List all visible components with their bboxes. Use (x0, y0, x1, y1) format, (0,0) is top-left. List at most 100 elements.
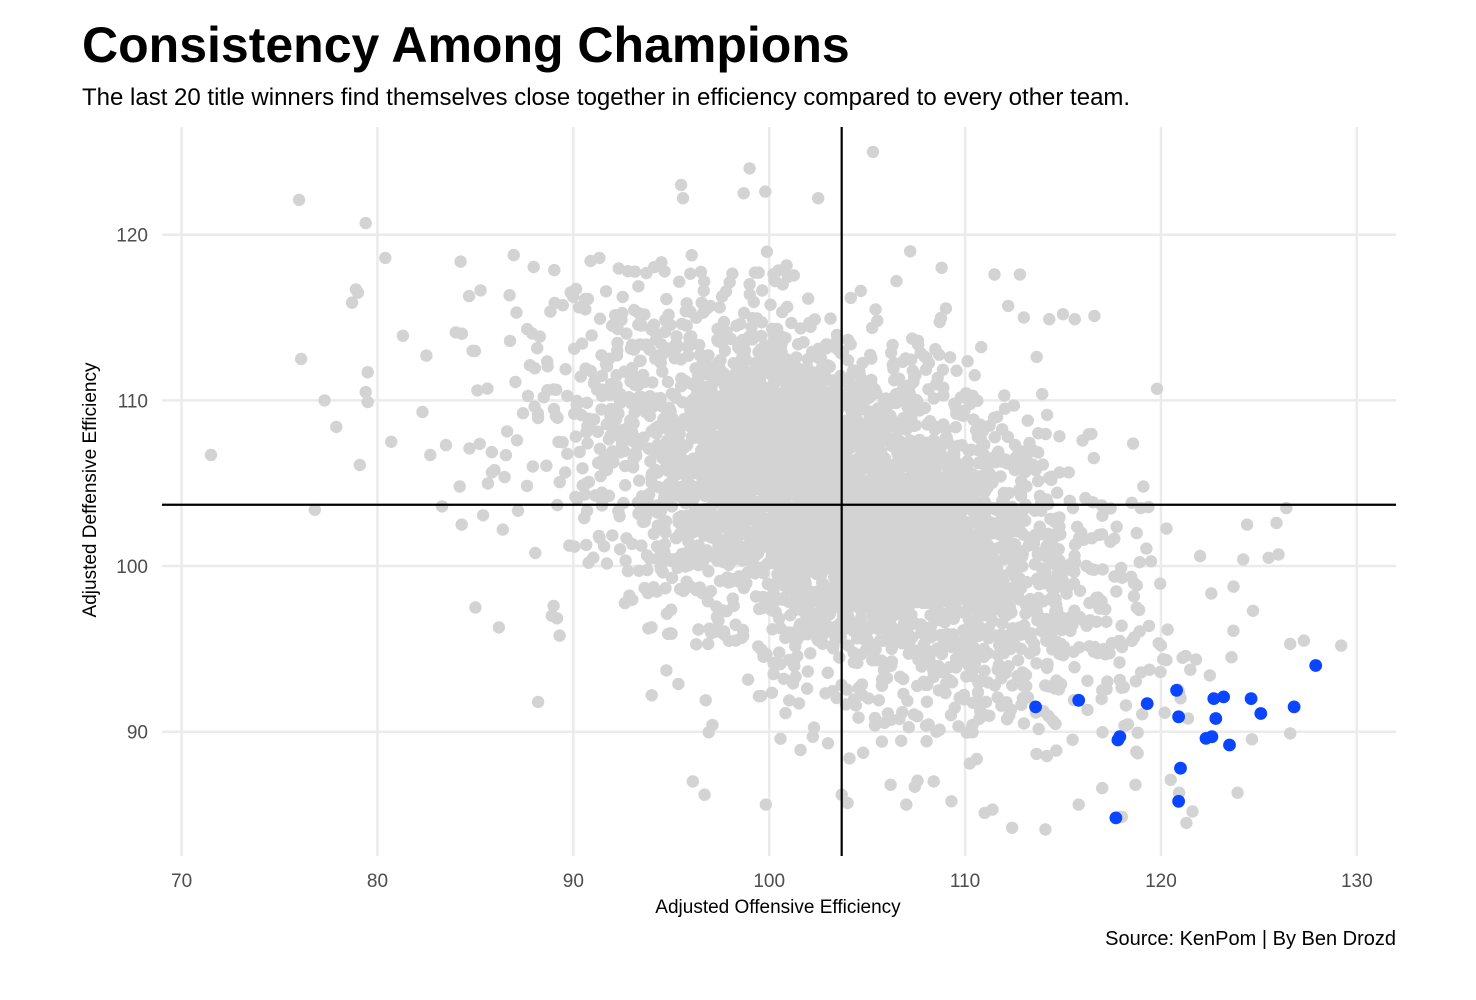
team-point (949, 421, 962, 434)
team-point (351, 286, 365, 299)
team-point (1081, 703, 1094, 717)
team-point (870, 591, 883, 604)
team-point (888, 558, 901, 571)
team-point (685, 330, 698, 343)
team-point (806, 730, 819, 743)
team-point (1164, 773, 1177, 786)
team-point (747, 295, 760, 309)
team-point (619, 479, 632, 492)
team-point (1157, 653, 1170, 666)
team-point (812, 192, 825, 205)
team-point (891, 493, 905, 506)
team-point (717, 411, 730, 425)
other-teams-series (204, 145, 1348, 836)
team-point (696, 357, 709, 371)
team-point (693, 520, 706, 533)
team-point (673, 275, 686, 288)
team-point (359, 216, 372, 230)
team-point (837, 541, 850, 554)
champion-point (1254, 707, 1268, 720)
team-point (1068, 313, 1082, 326)
team-point (1039, 427, 1052, 441)
team-point (889, 388, 903, 401)
team-point (645, 476, 658, 490)
team-point (628, 265, 642, 278)
team-point (911, 710, 924, 723)
team-point (1068, 549, 1081, 562)
team-point (755, 316, 768, 329)
team-point (1006, 679, 1019, 692)
team-point (531, 695, 545, 709)
team-point (833, 580, 847, 593)
team-point (610, 379, 623, 392)
team-point (481, 477, 495, 490)
team-point (471, 384, 484, 397)
team-point (613, 510, 626, 523)
champion-point (1111, 733, 1125, 747)
team-point (599, 285, 613, 298)
team-point (1193, 549, 1207, 563)
team-point (881, 415, 895, 429)
team-point (955, 506, 968, 519)
team-point (982, 573, 995, 586)
team-point (737, 629, 750, 643)
team-point (1028, 558, 1042, 571)
team-point (836, 345, 850, 358)
team-point (998, 608, 1011, 621)
team-point (913, 572, 926, 585)
team-point (843, 752, 856, 765)
team-point (972, 456, 985, 470)
team-point (992, 445, 1005, 458)
team-point (561, 389, 574, 403)
team-point (1134, 666, 1148, 679)
team-point (1002, 299, 1015, 313)
team-point (1028, 644, 1041, 657)
team-point (793, 617, 807, 631)
champion-point (1140, 697, 1154, 710)
team-point (788, 659, 801, 673)
team-point (712, 517, 725, 530)
team-point (915, 584, 929, 597)
team-point (1001, 548, 1014, 561)
team-point (908, 780, 921, 793)
team-point (791, 468, 804, 481)
team-point (1126, 437, 1140, 450)
team-point (593, 442, 607, 455)
team-point (645, 689, 658, 702)
team-point (685, 377, 698, 391)
team-point (556, 299, 569, 312)
team-point (809, 539, 823, 552)
team-point (866, 145, 880, 159)
team-point (1203, 669, 1217, 682)
team-point (682, 535, 695, 548)
champion-point (1223, 738, 1236, 752)
team-point (924, 631, 937, 644)
team-point (595, 369, 609, 382)
team-point (1003, 629, 1017, 643)
team-point (903, 493, 916, 506)
team-point (830, 600, 843, 614)
team-point (801, 665, 814, 678)
team-point (702, 349, 715, 362)
team-point (773, 547, 786, 560)
team-point (624, 342, 638, 355)
team-point (1099, 603, 1112, 616)
x-tick-label: 80 (367, 871, 388, 892)
team-point (1127, 590, 1141, 603)
team-point (1055, 623, 1068, 637)
team-point (556, 436, 569, 449)
team-point (592, 529, 606, 543)
team-point (521, 322, 534, 336)
grid-lines (162, 127, 1396, 856)
team-point (887, 591, 900, 605)
team-point (1030, 747, 1043, 761)
team-point (1087, 451, 1101, 465)
team-point (1118, 719, 1131, 732)
team-point (553, 629, 566, 642)
team-point (579, 303, 592, 316)
team-point (781, 376, 794, 389)
team-point (865, 388, 878, 402)
team-point (564, 286, 577, 299)
team-point (683, 418, 696, 432)
team-point (308, 503, 321, 516)
